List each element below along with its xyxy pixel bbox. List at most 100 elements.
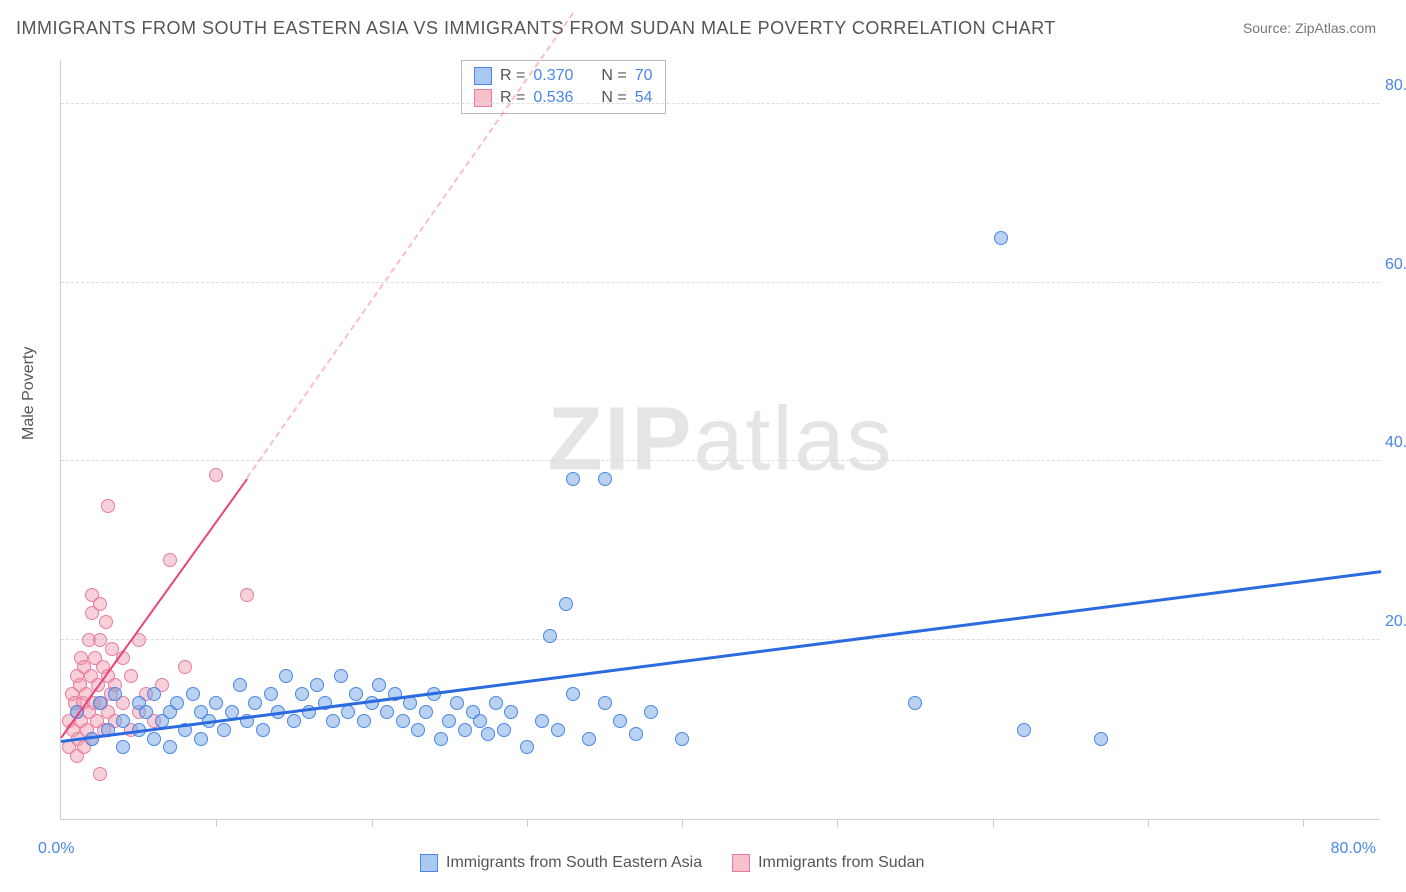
data-point xyxy=(551,723,565,737)
data-point xyxy=(310,678,324,692)
data-point xyxy=(598,696,612,710)
grid-line xyxy=(61,103,1380,104)
data-point xyxy=(124,669,138,683)
data-point xyxy=(497,723,511,737)
data-point xyxy=(209,468,223,482)
legend-n-label: N = xyxy=(601,67,626,85)
data-point xyxy=(341,705,355,719)
x-tick xyxy=(216,819,217,827)
data-point xyxy=(209,696,223,710)
x-axis-min-label: 0.0% xyxy=(38,840,74,858)
data-point xyxy=(116,714,130,728)
data-point xyxy=(481,727,495,741)
data-point xyxy=(256,723,270,737)
legend-r-label: R = xyxy=(500,67,525,85)
data-point xyxy=(1094,732,1108,746)
legend-row-blue: R = 0.370 N = 70 xyxy=(474,65,653,87)
data-point xyxy=(349,687,363,701)
watermark-rest: atlas xyxy=(693,389,893,489)
y-tick-label: 60.0% xyxy=(1385,256,1406,274)
legend-r-value: 0.536 xyxy=(533,89,573,107)
data-point xyxy=(566,472,580,486)
data-point xyxy=(194,732,208,746)
x-tick xyxy=(1148,819,1149,827)
data-point xyxy=(582,732,596,746)
data-point xyxy=(186,687,200,701)
x-axis-max-label: 80.0% xyxy=(1331,840,1376,858)
y-tick-label: 20.0% xyxy=(1385,613,1406,631)
data-point xyxy=(535,714,549,728)
data-point xyxy=(434,732,448,746)
legend-item-pink: Immigrants from Sudan xyxy=(732,854,924,872)
regression-line xyxy=(61,570,1381,743)
data-point xyxy=(93,767,107,781)
data-point xyxy=(233,678,247,692)
x-tick xyxy=(527,819,528,827)
legend-label: Immigrants from South Eastern Asia xyxy=(446,854,702,872)
plot-area: ZIPatlas R = 0.370 N = 70 R = 0.536 N = … xyxy=(60,60,1380,820)
data-point xyxy=(264,687,278,701)
grid-line xyxy=(61,282,1380,283)
legend-n-value: 54 xyxy=(635,89,653,107)
data-point xyxy=(108,687,122,701)
data-point xyxy=(458,723,472,737)
x-tick xyxy=(682,819,683,827)
x-tick xyxy=(837,819,838,827)
data-point xyxy=(287,714,301,728)
data-point xyxy=(473,714,487,728)
data-point xyxy=(380,705,394,719)
data-point xyxy=(101,499,115,513)
x-tick xyxy=(993,819,994,827)
legend-row-pink: R = 0.536 N = 54 xyxy=(474,87,653,109)
y-axis-title: Male Poverty xyxy=(20,347,38,440)
data-point xyxy=(139,705,153,719)
grid-line xyxy=(61,639,1380,640)
data-point xyxy=(396,714,410,728)
data-point xyxy=(147,687,161,701)
legend-n-value: 70 xyxy=(635,67,653,85)
data-point xyxy=(1017,723,1031,737)
series-legend: Immigrants from South Eastern Asia Immig… xyxy=(420,854,924,872)
swatch-icon xyxy=(474,67,492,85)
data-point xyxy=(93,633,107,647)
data-point xyxy=(99,615,113,629)
regression-line xyxy=(247,13,575,479)
data-point xyxy=(543,629,557,643)
data-point xyxy=(93,696,107,710)
data-point xyxy=(559,597,573,611)
data-point xyxy=(116,740,130,754)
data-point xyxy=(489,696,503,710)
data-point xyxy=(248,696,262,710)
chart-title: IMMIGRANTS FROM SOUTH EASTERN ASIA VS IM… xyxy=(16,18,1056,39)
legend-label: Immigrants from Sudan xyxy=(758,854,924,872)
data-point xyxy=(520,740,534,754)
source-label: Source: ZipAtlas.com xyxy=(1243,20,1376,36)
data-point xyxy=(217,723,231,737)
data-point xyxy=(93,597,107,611)
data-point xyxy=(163,740,177,754)
data-point xyxy=(598,472,612,486)
data-point xyxy=(170,696,184,710)
y-tick-label: 40.0% xyxy=(1385,434,1406,452)
data-point xyxy=(450,696,464,710)
data-point xyxy=(908,696,922,710)
data-point xyxy=(644,705,658,719)
data-point xyxy=(178,660,192,674)
data-point xyxy=(419,705,433,719)
swatch-icon xyxy=(474,89,492,107)
data-point xyxy=(411,723,425,737)
data-point xyxy=(613,714,627,728)
correlation-legend: R = 0.370 N = 70 R = 0.536 N = 54 xyxy=(461,60,666,114)
data-point xyxy=(994,231,1008,245)
data-point xyxy=(566,687,580,701)
swatch-icon xyxy=(732,854,750,872)
y-tick-label: 80.0% xyxy=(1385,77,1406,95)
x-tick xyxy=(372,819,373,827)
data-point xyxy=(504,705,518,719)
data-point xyxy=(629,727,643,741)
data-point xyxy=(442,714,456,728)
data-point xyxy=(147,732,161,746)
data-point xyxy=(334,669,348,683)
data-point xyxy=(357,714,371,728)
legend-item-blue: Immigrants from South Eastern Asia xyxy=(420,854,702,872)
